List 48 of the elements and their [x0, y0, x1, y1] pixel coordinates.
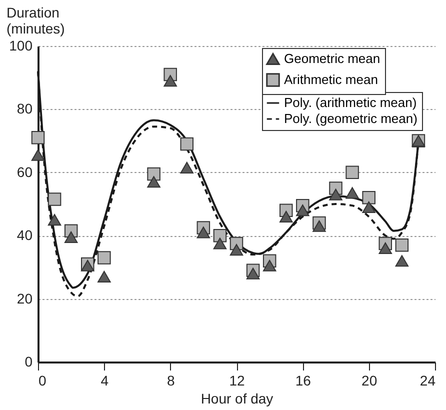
point	[48, 192, 62, 206]
y-axis-title: Duration (minutes)	[6, 4, 65, 36]
legend-label: Arithmetic mean	[284, 72, 378, 87]
y-tick-label: 40	[16, 227, 33, 244]
point	[296, 204, 310, 216]
point	[180, 162, 194, 174]
point	[262, 260, 276, 272]
point	[378, 242, 392, 254]
x-tick-label: 24	[420, 372, 436, 388]
x-tick-label: 4	[100, 372, 109, 388]
point	[147, 167, 160, 181]
point	[329, 188, 342, 200]
point	[230, 244, 244, 256]
x-tick-label: 8	[166, 372, 175, 388]
y-tick-label: 80	[16, 100, 33, 117]
y-tick-label: 100	[9, 38, 33, 54]
y-tick-label: 20	[16, 290, 33, 306]
legend-label: Geometric mean	[284, 51, 380, 66]
point	[280, 210, 293, 222]
legend-label: Poly. (arithmetic mean)	[284, 95, 417, 110]
point	[196, 226, 210, 238]
x-tick-label: 0	[38, 372, 46, 388]
point	[98, 270, 111, 282]
point	[64, 231, 78, 243]
point	[81, 260, 94, 272]
point	[362, 191, 376, 204]
point	[213, 238, 227, 250]
point	[147, 176, 160, 188]
point	[362, 201, 376, 213]
y-tick-label: 0	[24, 354, 33, 370]
point	[346, 187, 359, 199]
point	[48, 214, 62, 226]
x-tick-label: 16	[295, 372, 312, 388]
point	[164, 74, 177, 87]
point	[312, 220, 326, 232]
x-tick-label: 12	[229, 372, 245, 388]
point	[180, 137, 194, 151]
point	[31, 131, 45, 144]
legend-label: Poly. (geometric mean)	[284, 111, 418, 126]
y-tick-label: 60	[16, 164, 33, 180]
x-axis-title: Hour of day	[200, 390, 274, 406]
point	[395, 255, 409, 267]
point	[346, 166, 359, 180]
point	[31, 149, 45, 161]
x-tick-label: 20	[362, 372, 378, 388]
point	[98, 251, 111, 264]
point	[246, 268, 260, 280]
point	[395, 238, 409, 252]
